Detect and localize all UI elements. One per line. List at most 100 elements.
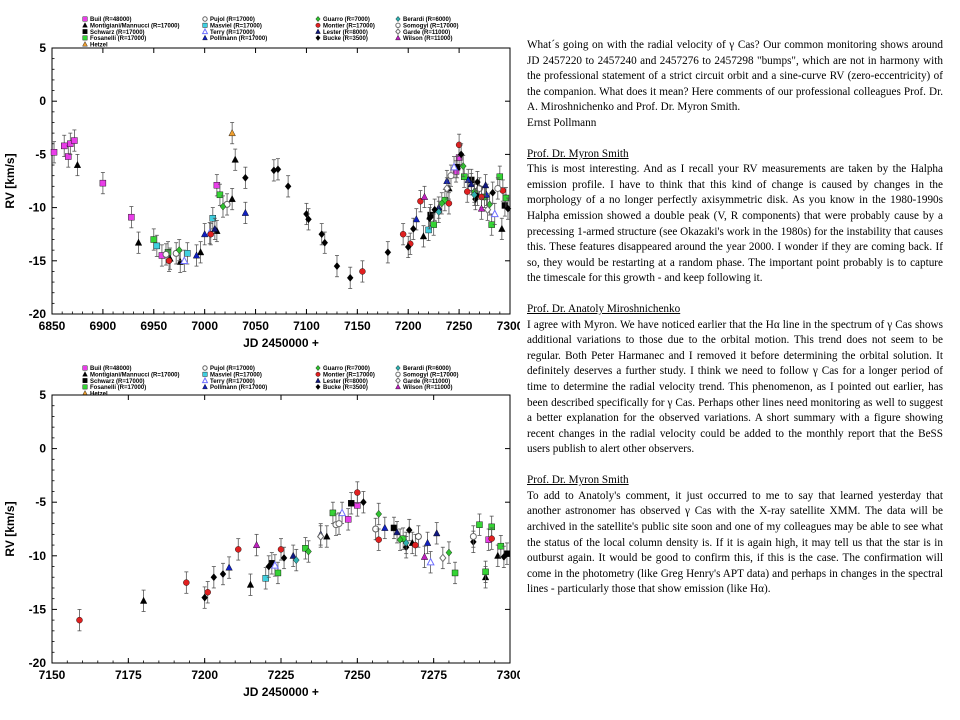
data-point — [423, 538, 432, 546]
x-tick-label: 7300 — [497, 668, 520, 682]
data-point — [183, 579, 190, 586]
data-point — [346, 273, 354, 282]
legend-marker-wilson-r-11000 — [395, 34, 401, 41]
x-tick-label: 7225 — [268, 668, 295, 682]
legend-entry-fosanelli-r-17000: Fosanelli (R=17000) — [90, 385, 146, 391]
x-tick-label: 7150 — [344, 319, 371, 333]
series-montier-r-17000 — [76, 481, 495, 632]
data-point — [305, 215, 312, 224]
legend-entry-berardi-r-6000: Berardi (R=6000) — [403, 366, 451, 372]
intro-paragraph: What´s going on with the radial velocity… — [527, 39, 943, 114]
legend-marker-berardi-r-6000 — [395, 16, 401, 22]
data-point — [333, 262, 341, 271]
data-point — [375, 510, 382, 518]
series-berardi-r-6000 — [293, 531, 410, 572]
data-point — [426, 557, 435, 566]
data-point — [402, 539, 410, 547]
data-point — [323, 532, 331, 540]
data-point — [396, 535, 404, 544]
data-point — [284, 182, 292, 191]
legend-entry-terry-r-17000: Terry (R=17000) — [210, 379, 255, 385]
x-tick-label: 7275 — [420, 668, 447, 682]
data-point — [500, 552, 508, 561]
legend-entry-buil-r-48000: Buil (R=48000) — [90, 17, 132, 23]
data-point — [404, 243, 412, 251]
legend-entry-schwarz-r-17000: Schwarz (R=17000) — [90, 379, 145, 385]
rv-chart-top: Buil (R=48000)Montigiani/Mannucci (R=170… — [3, 16, 520, 350]
series-berardi-r-6000 — [435, 183, 478, 223]
data-point — [305, 547, 312, 556]
data-point — [426, 214, 433, 223]
legend-marker-hetzel — [82, 390, 88, 396]
data-point — [412, 541, 419, 549]
data-point — [265, 562, 273, 571]
legend-entry-guarro-r-7000: Guarro (R=7000) — [323, 366, 370, 372]
data-point — [488, 535, 495, 542]
legend-marker-masviel-r-17000 — [202, 371, 208, 377]
legend-entry-masviel-r-17000: Masviel (R=17000) — [210, 24, 262, 30]
legend: Buil (R=48000)Montigiani/Mannucci (R=170… — [82, 16, 459, 48]
legend-marker-terry-r-17000 — [201, 27, 209, 35]
data-point — [445, 200, 453, 207]
data-point — [241, 208, 250, 216]
series-lester-r-8000 — [289, 521, 441, 567]
x-tick-label: 7050 — [242, 319, 269, 333]
legend-marker-lester-r-8000 — [315, 377, 321, 383]
series-garde-r-11000 — [317, 525, 447, 570]
data-point — [420, 192, 429, 200]
x-tick-label: 7200 — [395, 319, 422, 333]
data-point — [228, 129, 236, 137]
data-point — [262, 575, 269, 582]
series-hetzel — [228, 122, 236, 145]
data-point — [375, 536, 382, 543]
series-masviel-r-17000 — [262, 567, 269, 590]
x-tick-label: 7100 — [293, 319, 320, 333]
x-axis-title: JD 2450000 + — [243, 685, 319, 699]
data-point — [439, 553, 447, 563]
data-point — [471, 190, 478, 199]
series-montier-r-17000 — [165, 133, 507, 283]
legend-marker-berardi-r-6000 — [395, 365, 401, 371]
legend-entry-garde-r-11000: Garde (R=11000) — [403, 379, 450, 385]
data-point — [175, 246, 183, 255]
data-point — [457, 150, 465, 159]
legend-entry-montier-r-17000: Montier (R=17000) — [323, 373, 375, 379]
x-tick-label: 7300 — [497, 319, 520, 333]
data-point — [211, 224, 219, 232]
data-point — [321, 238, 329, 247]
data-point — [455, 141, 463, 149]
data-point — [216, 191, 224, 199]
series-garde-r-11000 — [443, 177, 492, 221]
data-point — [204, 589, 211, 596]
comment-paragraph-1: This is most interesting. And as I recal… — [527, 163, 943, 285]
legend-marker-fosanelli-r-17000 — [82, 384, 88, 390]
x-tick-label: 7175 — [115, 668, 142, 682]
data-point — [139, 596, 148, 604]
data-point — [65, 153, 72, 160]
data-point — [498, 224, 506, 232]
data-point — [447, 172, 455, 180]
data-point — [360, 498, 367, 507]
y-tick-label: -15 — [29, 602, 47, 616]
data-point — [419, 232, 428, 240]
y-tick-label: 0 — [39, 442, 46, 456]
y-tick-label: -15 — [29, 254, 47, 268]
data-point — [348, 500, 355, 507]
series-wilson-r-11000 — [252, 533, 429, 568]
legend-entry-garde-r-11000: Garde (R=11000) — [403, 30, 450, 36]
series-terry-r-17000 — [270, 501, 435, 577]
data-point — [274, 569, 282, 577]
legend-entry-somogyi-r-17000: Somogyi (R=17000) — [403, 373, 459, 379]
signature: Ernst Pollmann — [527, 116, 597, 129]
series-bucke-r-3500 — [201, 491, 508, 609]
x-tick-label: 6850 — [39, 319, 66, 333]
legend-marker-schwarz-r-17000 — [82, 29, 88, 34]
legend-marker-somogyi-r-17000 — [395, 22, 401, 28]
data-point — [467, 180, 475, 188]
x-tick-label: 7250 — [446, 319, 473, 333]
x-tick-label: 6950 — [140, 319, 167, 333]
series-guarro-r-7000 — [305, 502, 453, 564]
legend-entry-buil-r-48000: Buil (R=48000) — [90, 366, 132, 372]
legend-marker-pujol-r-17000 — [202, 16, 208, 22]
data-point — [430, 221, 437, 228]
